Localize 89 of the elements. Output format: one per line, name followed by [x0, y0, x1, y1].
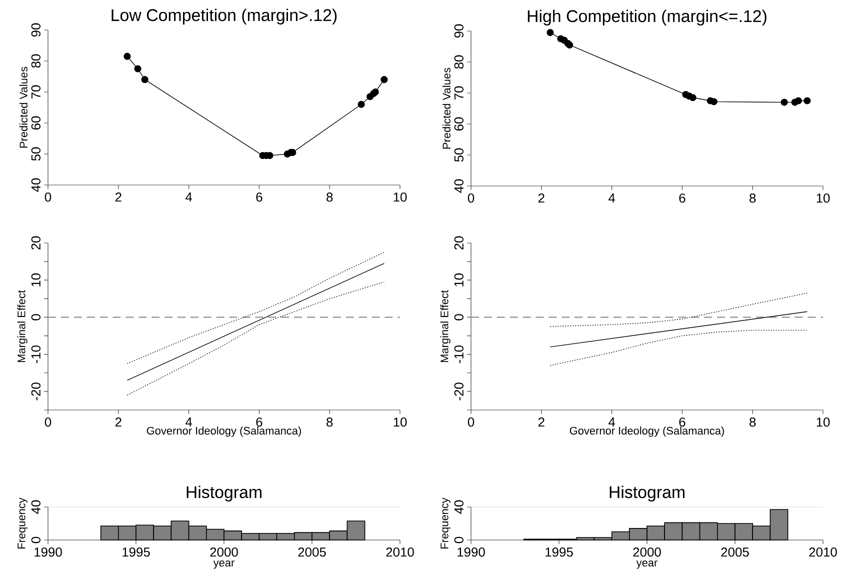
x-tick-label: 4	[186, 418, 192, 426]
y-tick-label: -10	[454, 345, 464, 364]
x-tick-label: 6	[679, 418, 686, 427]
x-axis-title: year	[213, 560, 234, 569]
x-tick-label: 2	[115, 418, 122, 427]
x-axis-title: Governor Ideology (Salamanca)	[570, 426, 724, 437]
x-tick-label: 10	[816, 193, 830, 203]
y-tick-label: 0	[31, 536, 40, 544]
y-tick-label: -10	[31, 345, 40, 364]
y-axis-title: Frequency	[18, 498, 28, 548]
point	[804, 97, 811, 104]
y-tick-label: 0	[31, 314, 40, 320]
chart-title: Low Competition (margin>.12)	[112, 8, 337, 24]
y-tick-label: 40	[454, 179, 464, 193]
y-tick-label: 20	[454, 236, 464, 250]
y-tick-label: 70	[31, 85, 40, 99]
x-tick-label: 8	[750, 418, 756, 427]
point	[794, 97, 802, 104]
point	[134, 65, 142, 72]
y-tick-label: 80	[31, 54, 40, 68]
point	[546, 29, 554, 36]
x-tick-label: 1990	[34, 548, 62, 557]
point	[689, 94, 696, 102]
y-tick-label: 40	[31, 178, 40, 192]
x-tick-label: 2005	[298, 548, 326, 557]
chart-title: Histogram	[610, 486, 684, 502]
x-tick-label: 4	[185, 192, 192, 202]
x-tick-label: 2000	[633, 548, 661, 557]
y-tick-label: 20	[31, 236, 40, 250]
point	[710, 98, 718, 106]
y-axis-title: Predicted Values	[442, 68, 450, 149]
x-tick-label: 10	[394, 192, 407, 202]
line-series	[126, 282, 385, 396]
x-tick-label: 1990	[458, 548, 485, 557]
y-tick-label: -20	[454, 382, 464, 400]
y-tick-label: 0	[454, 314, 464, 320]
y-tick-label: 70	[454, 86, 464, 100]
x-tick-label: 0	[468, 193, 474, 203]
point	[141, 76, 148, 84]
x-tick-label: 1995	[546, 548, 573, 557]
y-axis-title: Frequency	[440, 498, 450, 548]
x-tick-label: 2	[538, 418, 544, 427]
line-series	[550, 292, 808, 327]
x-tick-label: 0	[44, 418, 52, 427]
point	[124, 52, 131, 60]
line-series	[550, 330, 808, 366]
y-tick-label: -20	[31, 382, 40, 400]
x-axis-title: Governor Ideology (Salamanca)	[146, 426, 301, 437]
x-tick-label: 0	[44, 192, 52, 202]
x-tick-label: 2005	[721, 548, 749, 557]
x-tick-label: 8	[750, 193, 756, 203]
x-tick-label: 6	[256, 192, 262, 202]
x-tick-label: 2010	[809, 548, 837, 557]
point	[358, 100, 365, 108]
y-axis-title: Marginal Effect	[440, 290, 450, 362]
x-tick-label: 4	[608, 418, 616, 426]
y-tick-label: 50	[454, 148, 464, 162]
x-tick-label: 0	[468, 418, 474, 427]
x-tick-label: 6	[679, 193, 686, 203]
y-tick-label: 80	[454, 55, 464, 69]
chart-title: High Competition (margin<=.12)	[528, 10, 766, 26]
x-tick-label: 2	[115, 192, 122, 202]
y-axis-title: Predicted Values	[19, 66, 28, 148]
y-tick-label: 50	[31, 147, 40, 161]
x-tick-label: 10	[816, 418, 830, 427]
chart-title: Histogram	[186, 486, 262, 502]
x-tick-label: 2000	[210, 548, 238, 557]
y-tick-label: 90	[31, 23, 40, 37]
x-tick-label: 8	[326, 418, 333, 427]
x-tick-label: 2	[538, 193, 544, 203]
x-tick-label: 1995	[122, 548, 150, 557]
x-tick-label: 4	[608, 194, 616, 202]
x-axis-title: year	[636, 560, 658, 569]
y-axis-title: Marginal Effect	[17, 290, 28, 362]
x-tick-label: 10	[394, 418, 407, 427]
y-tick-label: 90	[454, 24, 464, 38]
x-tick-label: 8	[326, 192, 333, 202]
y-tick-label: 40	[454, 500, 464, 514]
y-tick-label: 10	[454, 273, 464, 286]
y-tick-label: 0	[454, 536, 464, 544]
x-tick-label: 2010	[386, 548, 414, 557]
x-tick-label: 6	[256, 418, 262, 427]
line-series	[126, 252, 385, 364]
y-tick-label: 60	[31, 116, 40, 130]
point	[780, 98, 788, 106]
y-tick-label: 10	[31, 273, 40, 286]
y-tick-label: 40	[31, 500, 40, 514]
point	[380, 76, 388, 84]
y-tick-label: 60	[454, 117, 464, 131]
